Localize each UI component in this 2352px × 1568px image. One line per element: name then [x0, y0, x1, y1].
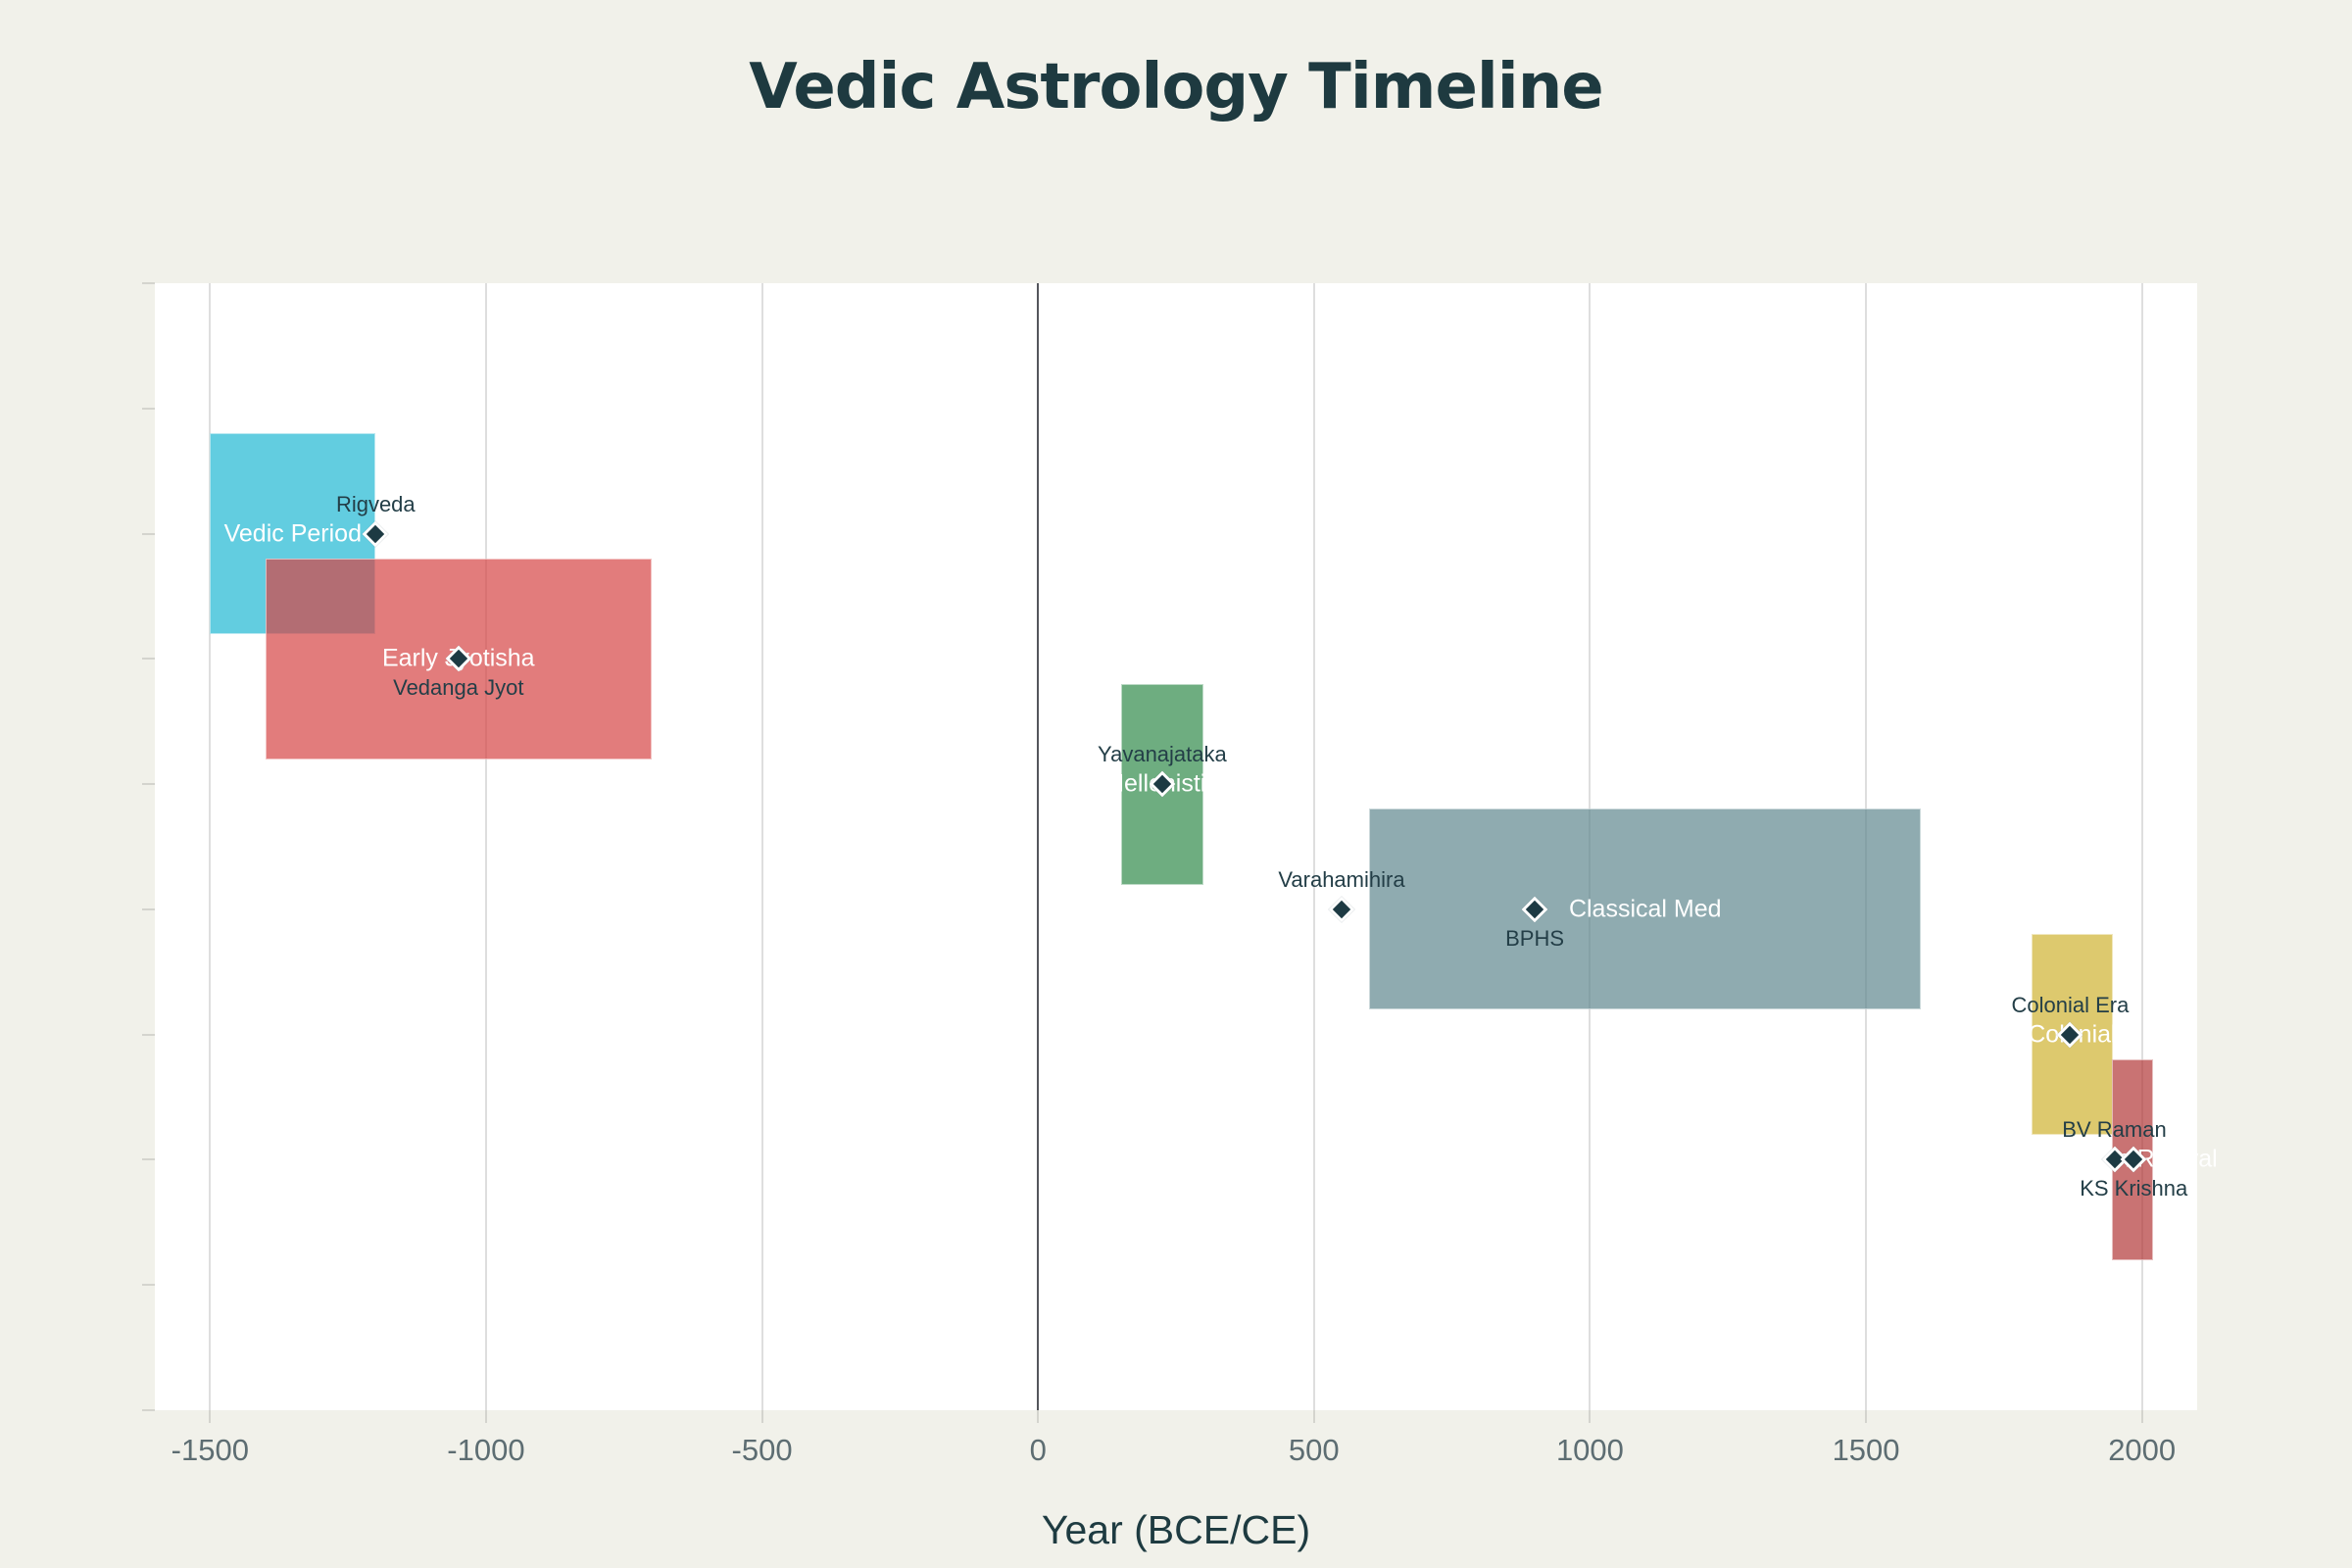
x-axis-tick-label: 1500 [1832, 1433, 1900, 1467]
x-axis-tick [1037, 1410, 1040, 1423]
y-axis-tick [142, 658, 155, 661]
y-axis-tick [142, 1033, 155, 1036]
x-axis-tick [209, 1410, 212, 1423]
x-axis-tick-label: 0 [1029, 1433, 1047, 1467]
event-marker-label: Colonial Era [2011, 992, 2130, 1017]
x-axis-tick [1312, 1410, 1315, 1423]
x-axis-tick [2140, 1410, 2143, 1423]
gridline [2140, 283, 2143, 1410]
event-marker-label: Vedanga Jyot [393, 675, 524, 701]
event-marker-label: BPHS [1505, 925, 1565, 951]
y-axis-tick [142, 783, 155, 786]
x-axis-tick [1589, 1410, 1592, 1423]
x-axis-tick-label: 2000 [2108, 1433, 2177, 1467]
y-axis-tick [142, 1158, 155, 1161]
y-axis-tick [142, 407, 155, 410]
gridline [484, 283, 487, 1410]
gridline [209, 283, 212, 1410]
gridline [760, 283, 763, 1410]
event-marker-label: KS Krishna [2080, 1176, 2188, 1201]
event-marker-label: Yavanajataka [1098, 742, 1227, 767]
x-axis-tick-label: -500 [731, 1433, 793, 1467]
x-axis-tick-label: 1000 [1555, 1433, 1624, 1467]
y-axis-tick [142, 907, 155, 910]
y-axis-tick [142, 1409, 155, 1411]
x-axis-title: Year (BCE/CE) [1041, 1507, 1311, 1552]
x-axis-tick-label: -1000 [447, 1433, 525, 1467]
event-marker-label: BV Raman [2062, 1117, 2167, 1143]
chart-title: Vedic Astrology Timeline [749, 51, 1603, 123]
period-bar-classical-med [1369, 808, 1922, 1010]
event-marker-label: Rigveda [335, 491, 416, 516]
period-bar-label: Classical Med [1568, 895, 1722, 923]
x-axis-tick [1865, 1410, 1868, 1423]
y-axis-tick [142, 1284, 155, 1287]
x-axis-tick-label: -1500 [171, 1433, 249, 1467]
y-axis-tick [142, 532, 155, 535]
period-bar-label: Vedic Period [223, 519, 362, 548]
y-axis-tick [142, 282, 155, 284]
x-axis-tick [760, 1410, 763, 1423]
x-axis-tick-label: 500 [1288, 1433, 1340, 1467]
event-marker-label: Varahamihira [1278, 866, 1405, 892]
zero-gridline [1037, 283, 1040, 1410]
x-axis-tick [484, 1410, 487, 1423]
gridline [1312, 283, 1315, 1410]
